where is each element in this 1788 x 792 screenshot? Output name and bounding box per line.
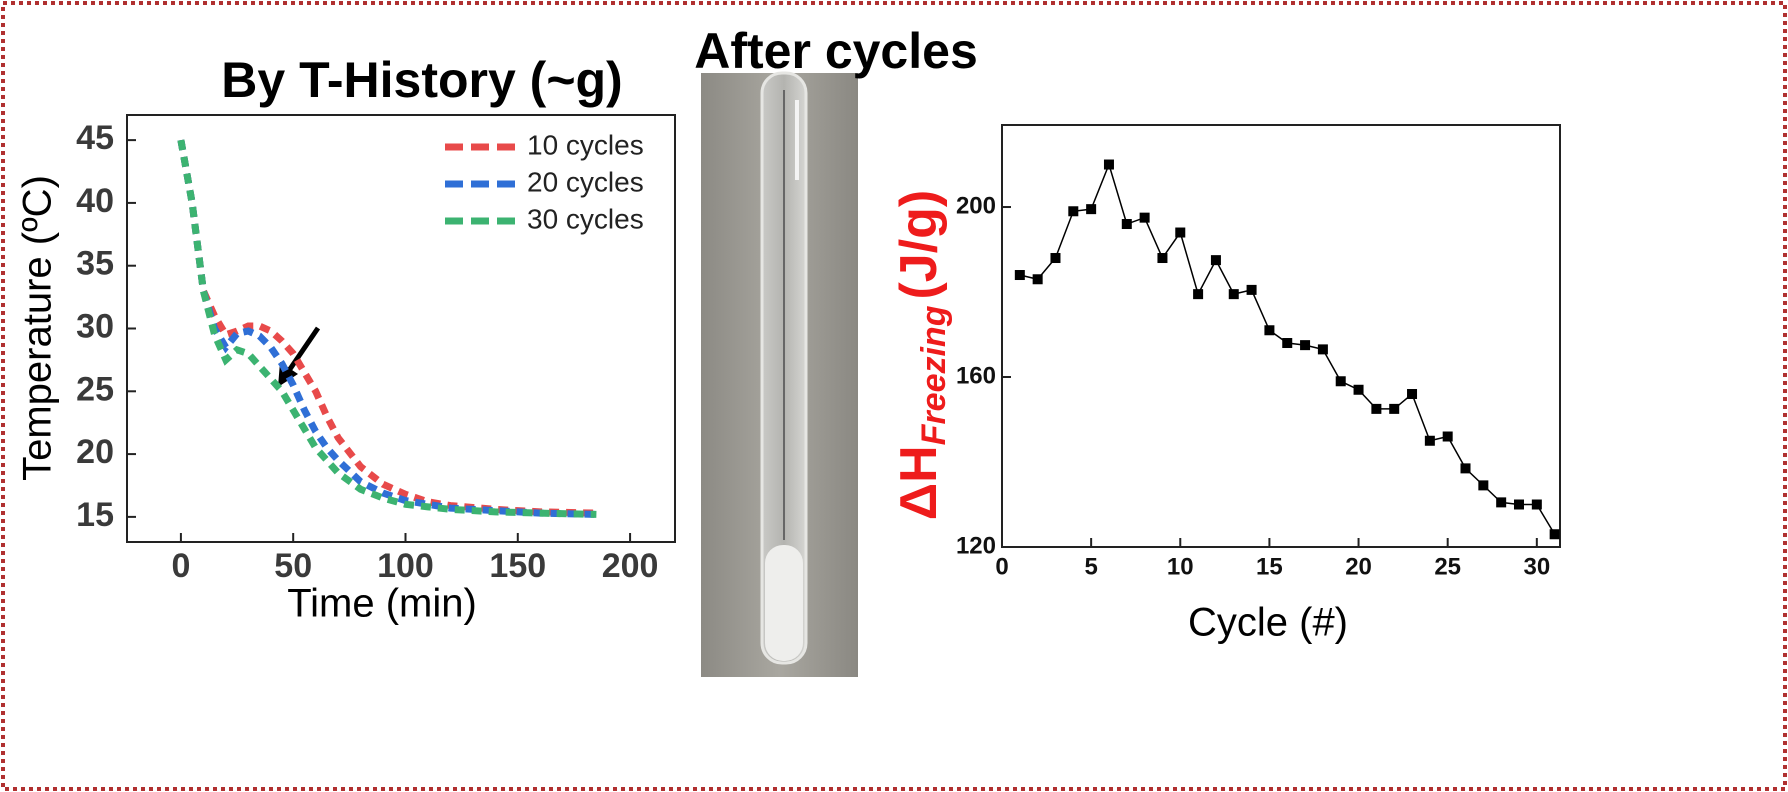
y-axis-label-unit: (J/g) (890, 190, 948, 300)
data-point (1282, 338, 1293, 349)
y-tick-label: 20 (76, 433, 114, 471)
data-point (1157, 253, 1168, 264)
photo (701, 71, 858, 677)
x-axis-label: Time (min) (287, 582, 477, 626)
data-point (1353, 384, 1364, 395)
x-tick-label: 0 (995, 553, 1008, 580)
data-point (1389, 403, 1400, 414)
data-line (1019, 162, 1556, 535)
data-point (1210, 255, 1221, 266)
arrow (278, 326, 321, 387)
data-point (1139, 212, 1150, 223)
photo-title: After cycles (694, 23, 978, 79)
data-point (1300, 340, 1311, 351)
data-point (1032, 274, 1043, 285)
data-point (1103, 159, 1114, 170)
x-tick-label: 100 (377, 547, 434, 585)
x-tick-label: 200 (602, 547, 659, 585)
data-point (1496, 497, 1507, 508)
data-point (1407, 389, 1418, 400)
data-point (1460, 463, 1471, 474)
data-point (1317, 344, 1328, 355)
data-point (1068, 206, 1079, 217)
y-tick-label: 25 (76, 370, 114, 408)
x-tick-label: 20 (1345, 553, 1372, 580)
x-tick-label: 5 (1084, 553, 1097, 580)
y-tick-label: 30 (76, 307, 114, 345)
x-tick-label: 25 (1434, 553, 1461, 580)
data-point (1014, 270, 1025, 281)
legend-label: 10 cycles (527, 129, 644, 160)
y-axis-label: ΔHFreezing (J/g) (890, 190, 953, 521)
chart-title: By T-History (~g) (221, 52, 622, 108)
data-point (1246, 284, 1257, 295)
data-point (1175, 227, 1186, 238)
y-axis-label-subscript: Freezing (915, 305, 953, 445)
x-tick-label: 30 (1523, 553, 1550, 580)
x-tick-label: 50 (274, 547, 312, 585)
data-point (1121, 219, 1132, 230)
legend-label: 20 cycles (527, 166, 644, 197)
legend-label: 30 cycles (527, 203, 644, 234)
y-tick-label: 15 (76, 496, 114, 534)
data-point (1264, 325, 1275, 336)
data-point (1478, 480, 1489, 491)
data-point (1531, 499, 1542, 510)
data-point (1442, 431, 1453, 442)
y-axis-label: Temperature (ºC) (16, 175, 60, 481)
data-point (1424, 435, 1435, 446)
data-point (1549, 529, 1560, 540)
y-tick-label: 120 (956, 532, 996, 559)
y-tick-label: 200 (956, 192, 996, 219)
x-tick-label: 10 (1167, 553, 1194, 580)
y-tick-label: 40 (76, 182, 114, 220)
y-tick-label: 45 (76, 119, 114, 157)
data-point (1228, 289, 1239, 300)
y-tick-label: 160 (956, 362, 996, 389)
data-point (1335, 376, 1346, 387)
data-point (1371, 403, 1382, 414)
x-axis-label: Cycle (#) (1188, 601, 1348, 645)
data-point (1513, 499, 1524, 510)
y-axis-label-main: ΔH (890, 445, 948, 520)
x-tick-label: 15 (1256, 553, 1283, 580)
x-tick-label: 0 (171, 547, 190, 585)
y-tick-label: 35 (76, 245, 114, 283)
data-line (177, 139, 597, 518)
data-point (1050, 253, 1061, 264)
data-point (1193, 289, 1204, 300)
data-line (177, 139, 597, 518)
x-tick-label: 150 (489, 547, 546, 585)
plot-frame (1001, 124, 1561, 548)
data-point (1086, 204, 1097, 215)
